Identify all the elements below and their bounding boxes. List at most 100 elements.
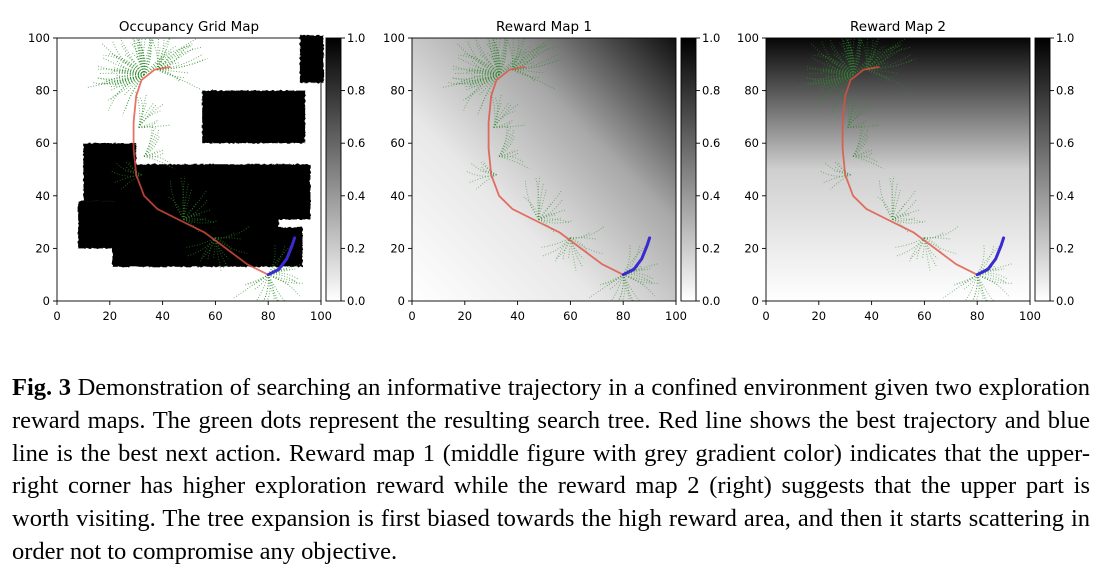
tree-branch (491, 37, 501, 75)
next-action (266, 236, 297, 277)
tree-branch (137, 45, 145, 75)
best-trajectory (487, 66, 624, 276)
tree-branch (511, 43, 548, 70)
tree-branch (477, 70, 500, 76)
tree-branch (499, 149, 519, 157)
tree-branch (480, 74, 500, 109)
colorbar-tick-label: 0.6 (347, 136, 365, 150)
tree-branch (157, 69, 186, 79)
axes-frame (56, 37, 322, 302)
tree-branch (101, 42, 145, 76)
tree-branch (493, 101, 502, 128)
tree-branch (622, 245, 641, 276)
tree-branch (605, 274, 624, 302)
tree-branch (138, 110, 161, 128)
obstacle (202, 90, 306, 144)
colorbar-tick-label: 0.8 (1056, 84, 1074, 98)
x-tick-label: 100 (665, 309, 687, 323)
tree-branch (523, 196, 540, 220)
x-tick-label: 80 (261, 309, 276, 323)
colorbar-tick-label: 0.2 (702, 241, 720, 255)
tree-branch (498, 134, 516, 157)
tree-branch (622, 246, 646, 275)
tree-branch (156, 47, 161, 70)
tree-branch (847, 121, 866, 129)
x-tick-label: 0 (408, 309, 415, 323)
y-tick-label: 20 (35, 241, 50, 255)
figure-caption: Fig. 3 Demonstration of searching an inf… (12, 372, 1090, 569)
tree-branch (489, 90, 496, 128)
x-tick-label: 40 (864, 309, 879, 323)
tree-branch (847, 102, 864, 128)
tree-branch (865, 45, 885, 70)
caption-label: Fig. 3 (12, 374, 71, 401)
panel-title: Reward Map 2 (850, 19, 946, 35)
tree-branch (498, 37, 506, 75)
tree-branch (268, 274, 300, 297)
tree-branch (113, 174, 142, 184)
x-tick-label: 60 (563, 309, 578, 323)
colorbar-tick-label: 0.0 (1056, 294, 1074, 308)
tree-branch (215, 237, 233, 252)
tree-branch (157, 69, 181, 83)
tree-branch (808, 72, 854, 76)
y-tick-label: 80 (390, 84, 405, 98)
tree-branch (123, 53, 145, 76)
tree-branch (475, 44, 500, 76)
x-tick-label: 100 (310, 309, 332, 323)
tree-branch (820, 69, 854, 76)
tree-branch (123, 74, 145, 96)
tree-branch (865, 43, 902, 70)
tree-branch (976, 274, 1014, 284)
x-tick-label: 40 (510, 309, 525, 323)
tree-branch (847, 101, 856, 128)
tree-branch (101, 74, 145, 85)
tree-branch (493, 103, 520, 128)
tree-branch (542, 237, 571, 257)
tree-branch (825, 74, 854, 78)
tree-branch (215, 237, 248, 254)
tree-branch (623, 274, 655, 297)
y-tick-label: 0 (398, 294, 405, 308)
tree-branch (511, 47, 516, 70)
tree-branch (143, 37, 151, 75)
tree-branch (963, 274, 978, 290)
tree-branch (538, 203, 552, 220)
tree-branch (831, 70, 854, 76)
tree-branch (570, 237, 603, 254)
tree-branch (812, 54, 854, 76)
tree-branch (134, 90, 141, 128)
x-tick-label: 60 (208, 309, 223, 323)
tree-branch (622, 274, 645, 302)
tree-branch (491, 38, 500, 75)
tree-branch (537, 176, 541, 220)
tree-branch (538, 209, 566, 220)
colorbar-tick-label: 0.8 (347, 84, 365, 98)
tree-branch (187, 237, 216, 257)
y-tick-label: 60 (744, 136, 759, 150)
tree-branch (609, 274, 624, 290)
colorbar-tick-label: 0.6 (702, 136, 720, 150)
tree-branch (136, 37, 146, 75)
tree-branch (834, 74, 854, 109)
tree-branch (493, 103, 513, 128)
tree-branch (111, 69, 145, 76)
x-tick-label: 20 (457, 309, 472, 323)
y-tick-label: 100 (383, 31, 405, 45)
tree-branch (832, 53, 854, 76)
obstacle (112, 227, 303, 267)
tree-branch (554, 237, 571, 263)
colorbar-gradient (1034, 37, 1051, 302)
tree-branch (458, 54, 500, 76)
colorbar-tick-label: 1.0 (1056, 31, 1074, 45)
tree-branch (464, 74, 500, 101)
tree-branch (623, 268, 651, 276)
tree-branch (621, 274, 626, 301)
tree-branch (214, 237, 222, 271)
panel-occupancy-grid-map: Occupancy Grid Map 0 20 40 60 80 100 0 20 40 60 80 1… (28, 19, 365, 323)
tree-branch (847, 103, 874, 128)
tree-branch (908, 237, 925, 263)
y-tick-label: 40 (744, 189, 759, 203)
tree-branch (498, 124, 508, 157)
y-tick-label: 20 (390, 241, 405, 255)
